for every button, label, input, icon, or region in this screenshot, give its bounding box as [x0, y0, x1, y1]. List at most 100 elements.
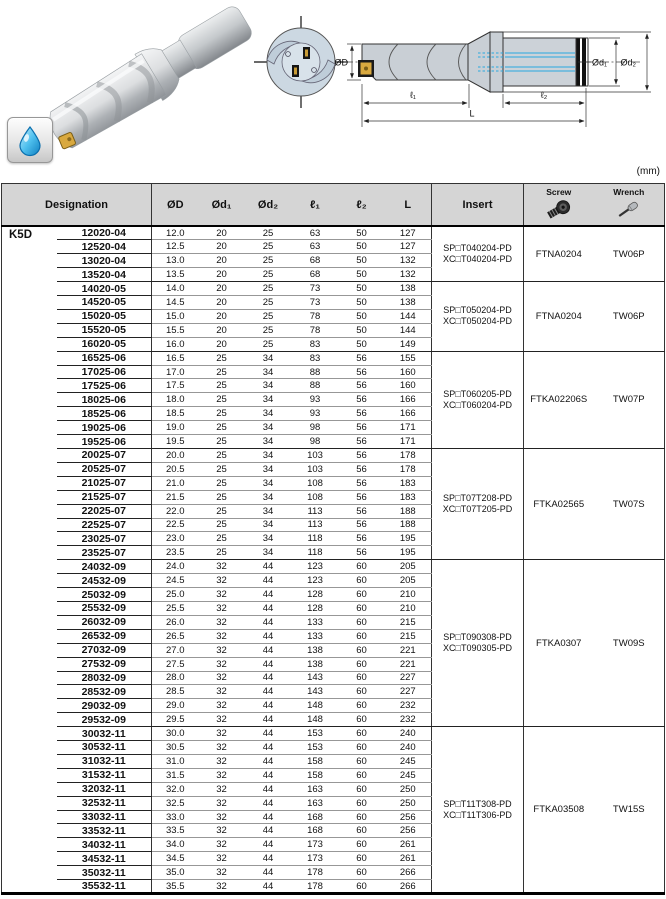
l1-cell: 83	[291, 351, 339, 366]
designation-cell: 31032-11	[56, 754, 153, 769]
designation-cell: 23025-07	[56, 531, 153, 547]
od1-cell: 32	[198, 629, 245, 644]
od2-cell: 44	[244, 629, 292, 644]
l2-cell: 60	[338, 657, 385, 672]
header-insert: Insert	[431, 183, 525, 227]
table-row: 21025-07 21.0 25 34 108 56 183	[2, 476, 665, 491]
table-row: 16020-05 16.0 20 25 83 50 149	[2, 337, 665, 352]
od2-cell: 34	[244, 462, 292, 477]
insert-line: SP□T050204-PD	[443, 305, 512, 316]
header-length: L	[384, 183, 433, 227]
insert-cell: SP□T060205-PD XC□T060204-PD	[431, 351, 525, 450]
od2-cell: 25	[244, 253, 292, 269]
length-cell: 188	[384, 518, 433, 533]
l1-cell: 78	[291, 323, 339, 338]
header-l2: ℓ₂	[338, 183, 385, 227]
od1-cell: 32	[198, 684, 245, 700]
designation-cell: 24032-09	[56, 559, 153, 575]
l2-cell: 50	[338, 337, 385, 352]
od2-cell: 34	[244, 378, 292, 394]
table-row: 19525-06 19.5 25 34 98 56 171	[2, 434, 665, 449]
l2-cell: 56	[338, 545, 385, 561]
od1-cell: 32	[198, 698, 245, 714]
l1-cell: 163	[291, 782, 339, 797]
od-cell: 34.0	[151, 837, 199, 853]
l1-cell: 93	[291, 392, 339, 408]
od2-cell: 44	[244, 587, 292, 602]
length-cell: 132	[384, 267, 433, 283]
designation-cell: 27532-09	[56, 657, 153, 672]
od-cell: 30.5	[151, 740, 199, 755]
od-cell: 26.0	[151, 615, 199, 630]
l2-cell: 50	[338, 253, 385, 269]
od-cell: 29.0	[151, 698, 199, 714]
od1-cell: 32	[198, 823, 245, 839]
insert-line: XC□T060204-PD	[443, 399, 512, 410]
od2-cell: 44	[244, 768, 292, 783]
header-screw: Screw	[523, 183, 594, 227]
length-cell: 127	[384, 239, 433, 255]
wrench-cell: TW06P	[593, 226, 665, 283]
l1-cell: 123	[291, 573, 339, 589]
l1-cell: 63	[291, 226, 339, 241]
od-cell: 27.0	[151, 643, 199, 658]
od1-cell: 25	[198, 392, 245, 408]
table-row: 22025-07 22.0 25 34 113 56 188	[2, 504, 665, 519]
od-cell: 33.5	[151, 823, 199, 839]
table-row: 20525-07 20.5 25 34 103 56 178	[2, 462, 665, 477]
designation-cell: 13020-04	[56, 253, 153, 269]
table-row: 29032-09 29.0 32 44 148 60 232	[2, 698, 665, 714]
insert-line: SP□T040204-PD	[443, 243, 512, 254]
l1-cell: 173	[291, 837, 339, 853]
header-wrench-label: Wrench	[613, 186, 645, 197]
length-cell: 144	[384, 309, 433, 324]
od-cell: 13.5	[151, 267, 199, 283]
od-cell: 35.5	[151, 879, 199, 895]
carbide-insert	[58, 132, 76, 150]
l1-cell: 113	[291, 518, 339, 533]
l1-cell: 128	[291, 601, 339, 616]
catalog-table: Designation ØD Ød₁ Ød₂ ℓ₁ ℓ₂ L Insert Sc…	[1, 183, 666, 896]
designation-cell: 26032-09	[56, 615, 153, 630]
length-cell: 155	[384, 351, 433, 366]
l2-cell: 60	[338, 768, 385, 783]
od1-cell: 32	[198, 796, 245, 811]
od2-cell: 25	[244, 323, 292, 338]
l1-cell: 163	[291, 796, 339, 811]
l2-cell: 60	[338, 671, 385, 686]
wrench-cell: TW06P	[593, 281, 665, 352]
l2-cell: 50	[338, 281, 385, 297]
insert-cell: SP□T090308-PD XC□T090305-PD	[431, 559, 525, 728]
length-cell: 149	[384, 337, 433, 352]
screw-cell: FTKA02565	[523, 448, 594, 561]
od2-cell: 44	[244, 657, 292, 672]
od1-cell: 32	[198, 879, 245, 895]
header-designation: Designation	[1, 183, 153, 227]
designation-cell: 28032-09	[56, 671, 153, 686]
table-row: 14520-05 14.5 20 25 73 50 138	[2, 295, 665, 310]
od1-cell: 25	[198, 462, 245, 477]
od1-cell: 32	[198, 671, 245, 686]
designation-cell: 32032-11	[56, 782, 153, 797]
designation-cell: 14520-05	[56, 295, 153, 310]
od2-cell: 34	[244, 531, 292, 547]
length-cell: 160	[384, 378, 433, 394]
l1-cell: 178	[291, 879, 339, 895]
od-cell: 26.5	[151, 629, 199, 644]
od1-cell: 32	[198, 601, 245, 616]
designation-cell: 19025-06	[56, 420, 153, 436]
od2-cell: 25	[244, 309, 292, 324]
od-cell: 24.0	[151, 559, 199, 575]
length-cell: 178	[384, 462, 433, 477]
od1-cell: 25	[198, 476, 245, 491]
l1-cell: 158	[291, 768, 339, 783]
coolant-channels	[478, 52, 575, 72]
designation-cell: 16525-06	[56, 351, 153, 366]
od1-cell: 32	[198, 559, 245, 575]
designation-cell: 30532-11	[56, 740, 153, 755]
designation-cell: 29032-09	[56, 698, 153, 714]
od-cell: 12.5	[151, 239, 199, 255]
od-cell: 33.0	[151, 810, 199, 825]
l1-cell: 88	[291, 365, 339, 380]
length-cell: 205	[384, 559, 433, 575]
